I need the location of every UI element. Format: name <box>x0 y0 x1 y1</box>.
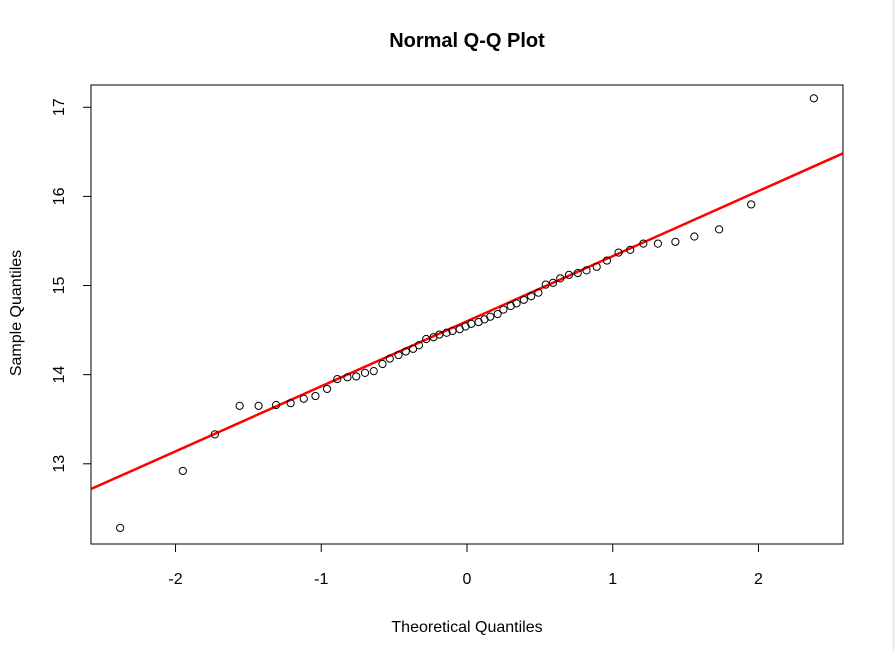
window-edge <box>892 0 895 651</box>
x-tick-label: -1 <box>314 571 328 588</box>
data-point-12 <box>343 373 352 382</box>
data-point-5 <box>254 401 263 410</box>
data-point-13 <box>352 372 361 381</box>
data-point-45 <box>582 266 591 275</box>
data-point-2 <box>178 466 187 476</box>
data-point-47 <box>602 256 612 265</box>
points-layer <box>116 94 818 533</box>
data-point-52 <box>671 237 680 246</box>
data-point-56 <box>809 94 818 103</box>
data-point-15 <box>369 366 378 376</box>
chart-title: Normal Q-Q Plot <box>389 30 545 52</box>
data-point-51 <box>653 239 663 248</box>
reference-line <box>91 152 843 491</box>
data-point-33 <box>493 309 502 319</box>
data-point-37 <box>519 295 528 304</box>
data-point-32 <box>486 312 495 321</box>
data-point-43 <box>564 270 574 279</box>
data-point-49 <box>626 245 635 254</box>
data-point-6 <box>271 400 281 410</box>
data-point-42 <box>556 274 565 283</box>
data-point-17 <box>385 354 394 363</box>
data-point-54 <box>715 225 724 234</box>
data-point-19 <box>401 347 410 356</box>
data-point-10 <box>322 384 332 394</box>
data-point-4 <box>235 401 244 410</box>
data-point-18 <box>394 350 403 360</box>
x-axis-label: Theoretical Quantiles <box>391 619 542 636</box>
plot-frame <box>90 84 844 545</box>
data-point-20 <box>408 344 418 353</box>
data-point-11 <box>333 375 342 384</box>
y-axis: 13 14 15 16 17 <box>51 98 91 473</box>
data-point-25 <box>442 328 451 337</box>
data-point-34 <box>499 305 508 314</box>
data-point-7 <box>286 399 295 408</box>
x-tick-label: -2 <box>168 571 182 588</box>
data-point-48 <box>614 248 623 257</box>
x-tick-label: 0 <box>463 571 472 588</box>
data-point-55 <box>747 200 756 209</box>
data-point-46 <box>592 262 601 271</box>
x-tick-label: 1 <box>608 571 617 588</box>
y-tick-label: 17 <box>51 98 68 116</box>
data-point-36 <box>512 299 521 308</box>
data-point-41 <box>548 278 558 287</box>
data-point-53 <box>690 232 699 241</box>
x-tick-label: 2 <box>754 571 763 588</box>
y-tick-label: 15 <box>51 277 68 295</box>
y-tick-label: 13 <box>51 455 68 473</box>
data-point-3 <box>210 430 219 439</box>
data-point-50 <box>639 239 648 248</box>
data-point-16 <box>378 359 387 369</box>
y-tick-label: 16 <box>51 187 68 205</box>
y-tick-label: 14 <box>51 366 68 384</box>
data-point-38 <box>527 292 536 301</box>
data-point-9 <box>311 391 320 401</box>
y-axis-label: Sample Quantiles <box>8 250 25 376</box>
data-point-1 <box>116 523 125 533</box>
data-point-14 <box>360 368 370 377</box>
data-point-29 <box>467 319 476 328</box>
data-point-8 <box>299 394 308 403</box>
x-axis: -2 -1 0 1 2 <box>168 544 763 588</box>
data-point-44 <box>573 268 582 278</box>
data-point-39 <box>534 288 543 297</box>
data-point-21 <box>414 341 424 350</box>
